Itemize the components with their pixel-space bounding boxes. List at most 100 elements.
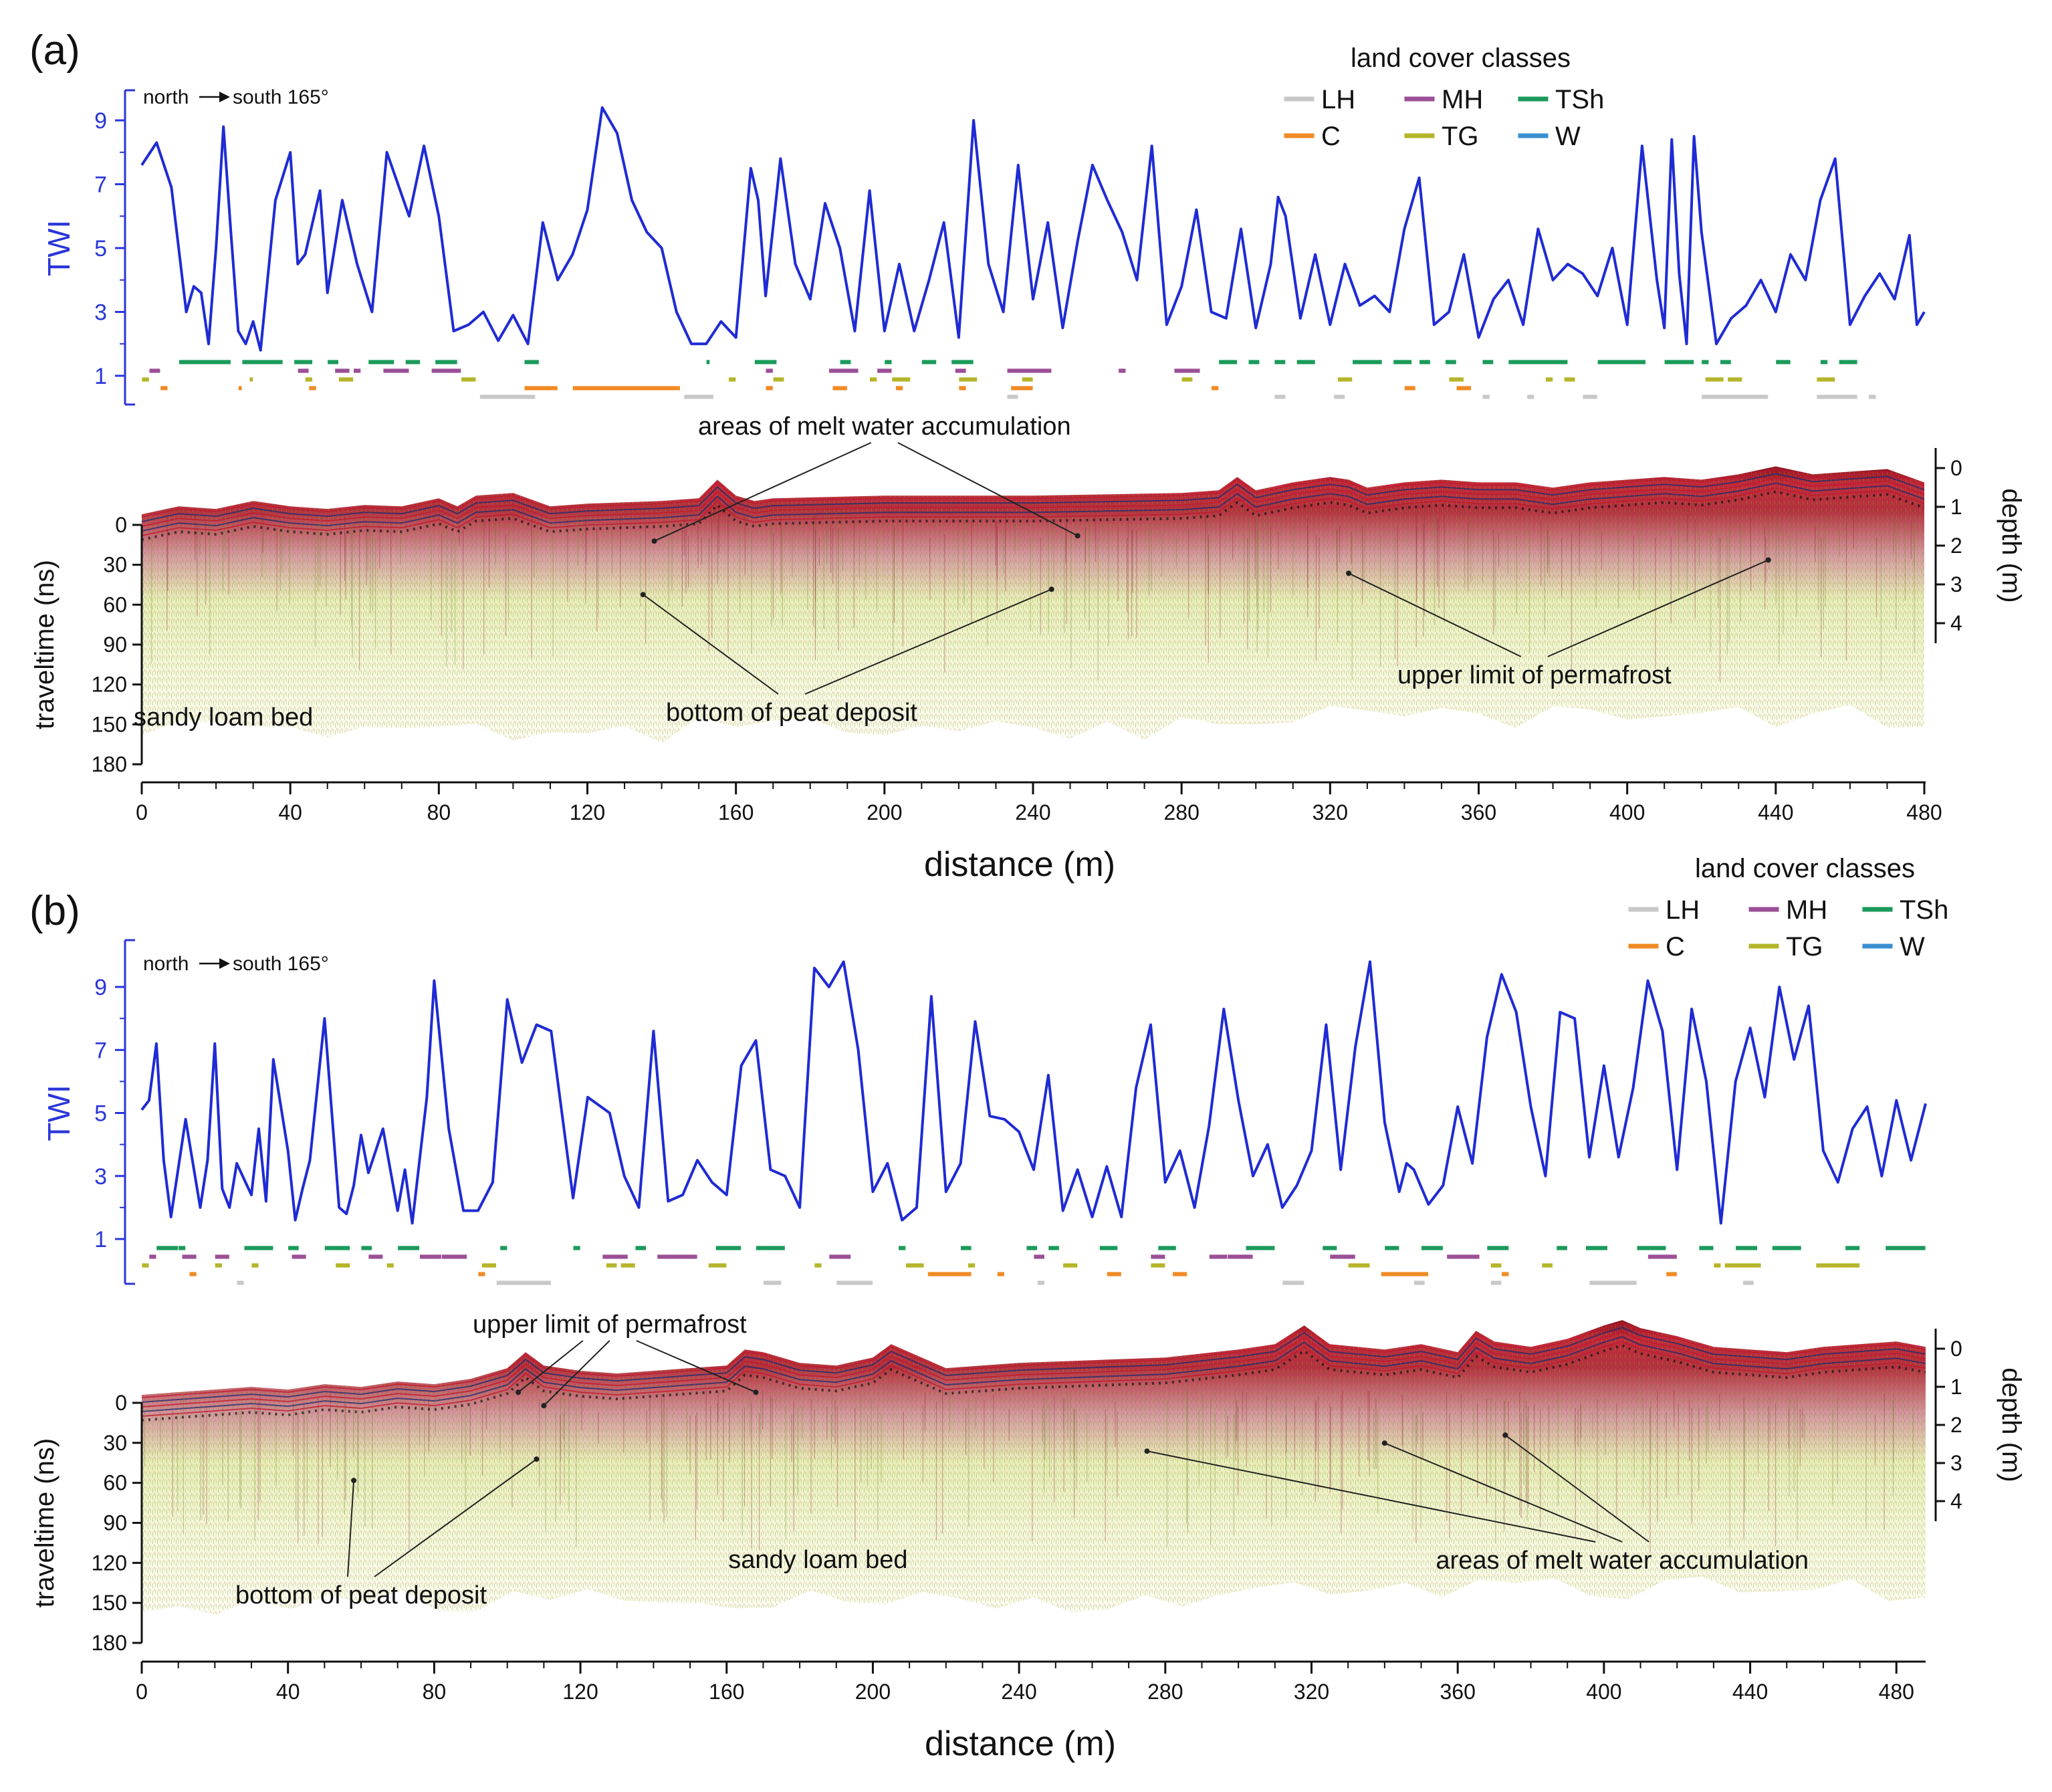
traveltime-tick-label: 60 <box>103 1471 127 1495</box>
landcover-segment-tg <box>1337 376 1353 382</box>
gpr-reflector-band <box>141 1322 1926 1398</box>
gpr-radargram-a <box>141 466 1925 744</box>
landcover-segment-tg <box>1541 1262 1553 1268</box>
legend-b: land cover classes LH MH TSh C TG W <box>1627 854 1948 962</box>
distance-tick-label: 320 <box>1313 800 1348 824</box>
landcover-segment-tg <box>1181 376 1193 382</box>
distance-tick-label: 80 <box>423 1680 447 1704</box>
landcover-segment-tsh <box>839 359 852 365</box>
landcover-segment-mh <box>431 368 462 374</box>
landcover-segment-mh <box>1118 368 1127 374</box>
landcover-segment-tsh <box>294 359 313 365</box>
legend-swatch-tsh <box>1517 96 1549 102</box>
legend-label-lh: LH <box>1666 895 1700 925</box>
annotation-leader-tip <box>516 1389 522 1395</box>
landcover-segment-mh <box>382 368 410 374</box>
legend-swatch-tg <box>1403 132 1436 139</box>
landcover-segment-tsh <box>1322 1245 1338 1251</box>
gpr-reflector-band <box>141 1331 1926 1408</box>
landcover-segment-mh <box>765 368 774 374</box>
depth-tick-label: 1 <box>1950 495 1962 519</box>
gpr-reflector-band <box>141 487 1925 537</box>
twi-axis-title: TWI <box>41 1085 76 1141</box>
landcover-segment-c <box>1172 1271 1188 1277</box>
traveltime-tick-label: 180 <box>92 752 127 776</box>
distance-tick-label: 0 <box>136 800 148 824</box>
distance-tick-label: 200 <box>855 1680 891 1704</box>
landcover-segment-tg <box>335 1262 351 1268</box>
landcover-segment-tg <box>1815 1262 1860 1268</box>
annotation-text: bottom of peat deposit <box>666 699 917 727</box>
distance-tick-label: 120 <box>562 1680 598 1704</box>
landcover-segment-c <box>477 1271 486 1277</box>
traveltime-tick-label: 30 <box>103 1431 127 1455</box>
landcover-segment-c <box>160 385 168 391</box>
landcover-segment-lh <box>1482 394 1490 400</box>
landcover-segment-tsh <box>1218 359 1238 365</box>
traveltime-tick-label: 180 <box>92 1631 127 1655</box>
landcover-segment-lh <box>836 1280 873 1286</box>
landcover-segment-tsh <box>1393 359 1412 365</box>
landcover-segment-tg <box>1816 376 1836 382</box>
landcover-segment-mh <box>148 368 161 374</box>
landcover-segment-tg <box>1563 376 1576 382</box>
landcover-segment-tg <box>620 1262 636 1268</box>
landcover-segment-c <box>1380 1271 1429 1277</box>
legend-label-mh: MH <box>1786 895 1827 925</box>
direction-north: north <box>143 86 189 108</box>
distance-tick-label: 0 <box>136 1680 148 1704</box>
distance-tick-label: 200 <box>867 800 902 824</box>
gpr-reflector-band <box>141 1341 1926 1417</box>
twi-tick-label: 9 <box>94 108 107 134</box>
gpr-reflector-band <box>141 468 1925 518</box>
landcover-segment-tsh <box>324 1245 351 1251</box>
depth-tick-label: 2 <box>1950 534 1962 558</box>
annotation-leader-tip <box>753 1389 759 1395</box>
landcover-segment-c <box>996 1271 1005 1277</box>
annotation-leader-tip <box>640 592 646 598</box>
landcover-segment-tg <box>249 376 254 382</box>
landcover-segment-mh <box>657 1254 698 1260</box>
landcover-segment-tg <box>141 376 150 382</box>
landcover-segment-tsh <box>397 1245 420 1251</box>
legend-title: land cover classes <box>1351 43 1571 73</box>
distance-tick-label: 240 <box>1015 800 1050 824</box>
annotation-leader-line <box>374 1458 538 1577</box>
landcover-segment-tg <box>728 376 737 382</box>
legend-swatch-w <box>1517 132 1549 139</box>
annotation-leader-line <box>347 1480 355 1577</box>
direction-south: south 165° <box>233 86 329 108</box>
depth-tick-label: 1 <box>1950 1375 1962 1399</box>
gpr-reflector-band <box>141 473 1925 523</box>
gpr-permafrost-line <box>141 1344 1926 1422</box>
landcover-segment-tsh <box>241 359 283 365</box>
landcover-segment-c <box>308 385 317 391</box>
landcover-segment-tg <box>1021 376 1034 382</box>
distance-tick-label: 320 <box>1294 1680 1329 1704</box>
landcover-segment-lh <box>495 1280 552 1286</box>
landcover-segment-tsh <box>1885 1245 1926 1251</box>
landcover-segment-mh <box>334 368 350 374</box>
landcover-segment-c <box>238 385 243 391</box>
gpr-radargram-b <box>141 1320 1926 1615</box>
landcover-segment-tsh <box>1838 359 1858 365</box>
landcover-segment-tg <box>386 1262 394 1268</box>
legend-a: land cover classes LH MH TSh C TG W <box>1283 43 1604 151</box>
landcover-segment-tsh <box>898 1245 907 1251</box>
annotation-leader-tip <box>1765 557 1771 563</box>
traveltime-axis-title: traveltime (ns) <box>30 1438 60 1607</box>
legend-label-tg: TG <box>1786 932 1823 962</box>
annotation-leader-tip <box>1502 1432 1508 1438</box>
landcover-segment-lh <box>1490 1280 1502 1286</box>
landcover-segment-tsh <box>921 359 937 365</box>
landcover-segment-lh <box>479 394 536 400</box>
annotation-leader-tip <box>541 1403 547 1409</box>
gpr-reflector-band <box>141 482 1925 532</box>
landcover-segment-tg <box>814 1262 822 1268</box>
landcover-segment-mh <box>181 1254 197 1260</box>
landcover-segment-c <box>1456 385 1472 391</box>
landcover-segment-c <box>832 385 848 391</box>
panel-a-label: (a) <box>29 27 80 74</box>
annotation-text: areas of melt water accumulation <box>1436 1547 1809 1575</box>
